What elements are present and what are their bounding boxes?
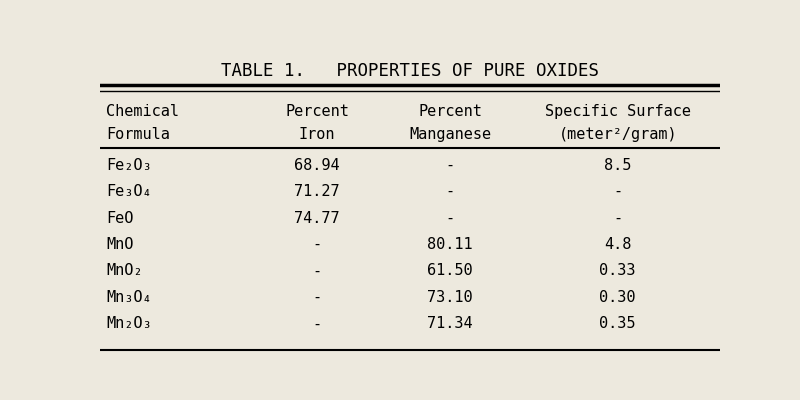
Text: FeO: FeO [106, 210, 134, 226]
Text: 8.5: 8.5 [604, 158, 631, 172]
Text: Percent: Percent [418, 104, 482, 119]
Text: 73.10: 73.10 [427, 290, 473, 305]
Text: Fe₂O₃: Fe₂O₃ [106, 158, 152, 172]
Text: 61.50: 61.50 [427, 264, 473, 278]
Text: Specific Surface: Specific Surface [545, 104, 690, 119]
Text: 68.94: 68.94 [294, 158, 340, 172]
Text: Manganese: Manganese [410, 127, 491, 142]
Text: MnO: MnO [106, 237, 134, 252]
Text: -: - [446, 184, 455, 199]
Text: -: - [313, 237, 322, 252]
Text: 71.34: 71.34 [427, 316, 473, 332]
Text: MnO₂: MnO₂ [106, 264, 142, 278]
Text: 74.77: 74.77 [294, 210, 340, 226]
Text: -: - [613, 184, 622, 199]
Text: TABLE 1.   PROPERTIES OF PURE OXIDES: TABLE 1. PROPERTIES OF PURE OXIDES [221, 62, 599, 80]
Text: Percent: Percent [285, 104, 349, 119]
Text: Iron: Iron [298, 127, 335, 142]
Text: Chemical: Chemical [106, 104, 179, 119]
Text: (meter²/gram): (meter²/gram) [558, 127, 677, 142]
Text: -: - [313, 316, 322, 332]
Text: -: - [313, 290, 322, 305]
Text: Mn₂O₃: Mn₂O₃ [106, 316, 152, 332]
Text: 4.8: 4.8 [604, 237, 631, 252]
Text: -: - [313, 264, 322, 278]
Text: Fe₃O₄: Fe₃O₄ [106, 184, 152, 199]
Text: 80.11: 80.11 [427, 237, 473, 252]
Text: Mn₃O₄: Mn₃O₄ [106, 290, 152, 305]
Text: -: - [446, 158, 455, 172]
Text: Formula: Formula [106, 127, 170, 142]
Text: -: - [613, 210, 622, 226]
Text: 71.27: 71.27 [294, 184, 340, 199]
Text: 0.33: 0.33 [599, 264, 636, 278]
Text: 0.30: 0.30 [599, 290, 636, 305]
Text: 0.35: 0.35 [599, 316, 636, 332]
Text: -: - [446, 210, 455, 226]
